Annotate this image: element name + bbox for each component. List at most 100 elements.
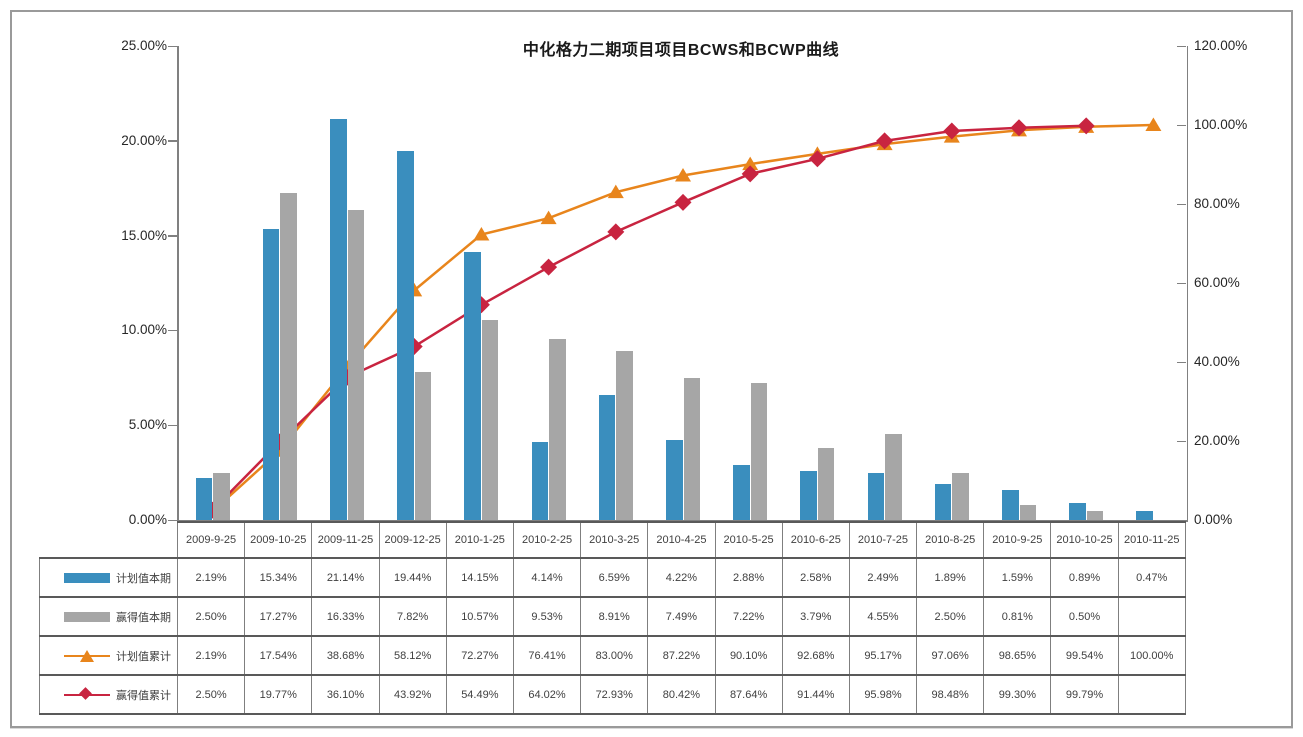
value-cell: 58.12% [378,635,447,676]
bar-earned-period [414,371,432,520]
value-cell: 10.57% [445,596,514,637]
value-cell [1117,596,1186,637]
left-axis-tick [168,519,177,521]
bar-earned-period [549,339,566,520]
chart-frame: 中化格力二期项目项目BCWS和BCWP曲线 0.00% 5.00% 10.00% 15… [10,10,1293,728]
value-cell: 2.19% [176,635,246,676]
value-cell: 87.22% [647,635,716,676]
value-cell: 2.50% [916,596,985,637]
right-axis-tick [1177,203,1186,205]
legend-label: 赢得值本期 [116,611,171,624]
bar-planned-period [733,465,750,520]
legend-planned-bar-swatch-icon [64,572,110,583]
value-cell: 6.59% [580,557,649,598]
value-cell: 36.10% [311,674,380,715]
value-cell: 64.02% [512,674,582,715]
date-header-cell: 2010-6-25 [781,521,850,559]
triangle-marker-icon [1145,117,1162,131]
table-row: 赢得值累计 2.50% 19.77% 36.10% 43.92% 54.49% 64.02%… [39,674,1186,715]
value-cell: 0.89% [1050,557,1119,598]
bar-earned-period [280,192,297,520]
date-header-cell: 2010-8-25 [916,521,985,559]
diamond-marker-icon [876,132,894,150]
legend-cell: 赢得值本期 [39,596,178,637]
value-cell: 92.68% [781,635,850,676]
date-header-cell: 2009-9-25 [176,521,246,559]
value-cell: 9.53% [512,596,582,637]
value-cell: 2.19% [176,557,246,598]
left-axis-tick [168,45,177,47]
value-cell: 4.55% [848,596,918,637]
value-cell: 17.27% [244,596,313,637]
bar-planned-period [464,251,481,520]
bar-planned-period [867,472,885,520]
value-cell: 0.47% [1117,557,1186,598]
value-cell [1117,674,1186,715]
date-header-cell: 2010-11-25 [1117,521,1186,559]
right-axis-tick [1177,282,1186,284]
legend-cell: 计划值累计 [39,635,178,676]
left-axis-tick-label: 5.00% [128,417,167,433]
bar-planned-period [598,395,616,520]
legend-earned-line-swatch-icon [64,686,110,702]
diamond-marker-icon [1010,119,1028,137]
date-header-cell: 2010-7-25 [848,521,918,559]
value-cell: 83.00% [580,635,649,676]
bar-earned-period [885,433,902,520]
value-cell: 43.92% [378,674,447,715]
diamond-marker-icon [674,193,692,211]
legend-planned-line-swatch-icon [64,649,110,663]
left-axis-tick [168,329,177,332]
value-cell: 4.22% [647,557,716,598]
table-row: 计划值累计 2.19% 17.54% 38.68% 58.12% 72.27% 76.41%… [39,635,1186,676]
value-cell: 17.54% [244,635,313,676]
left-axis-tick-label: 10.00% [121,322,167,338]
value-cell: 72.27% [445,635,514,676]
diamond-marker-icon [741,165,759,183]
bar-earned-period [481,319,499,520]
right-axis-tick [1177,361,1186,363]
value-cell: 95.98% [848,674,918,715]
bar-earned-period [616,351,633,520]
right-axis-tick-label: 60.00% [1194,275,1240,290]
value-cell: 95.17% [848,635,918,676]
value-cell: 1.89% [916,557,985,598]
date-header-cell: 2010-9-25 [983,521,1052,559]
bar-planned-period [262,229,280,520]
bar-earned-period [817,448,835,520]
bar-planned-period [195,478,213,520]
value-cell: 97.06% [916,635,985,676]
bar-earned-period [683,378,700,520]
date-header-cell: 2010-5-25 [714,521,783,559]
bar-planned-period [531,441,549,520]
value-cell: 98.48% [916,674,985,715]
data-table: 2009-9-25 2009-10-25 2009-11-25 2009-12-25 2… [39,521,1186,715]
diamond-marker-icon [79,686,92,700]
chart-title: 中化格力二期项目项目BCWS和BCWP曲线 [522,42,840,59]
left-axis-tick-label: 25.00% [121,38,167,53]
value-cell: 80.42% [647,674,716,715]
bar-planned-period [1069,503,1086,520]
date-header-cell: 2010-4-25 [647,521,716,559]
table-corner-cell [40,522,178,558]
diamond-marker-icon [1077,117,1095,135]
date-header-cell: 2009-11-25 [311,521,380,559]
bar-earned-period [750,383,768,520]
triangle-marker-icon [473,227,490,241]
bar-earned-period [1086,510,1104,520]
value-cell: 14.15% [445,557,514,598]
value-cell: 7.82% [378,596,447,637]
legend-label: 计划值本期 [116,572,171,585]
bar-earned-period [347,210,364,520]
right-axis-tick [1177,45,1186,47]
diamond-marker-icon [808,150,826,168]
left-axis-tick-label: 20.00% [121,132,167,148]
left-axis-tick [168,140,177,142]
legend-earned-bar-swatch-icon [64,611,110,622]
triangle-marker-icon [742,156,759,171]
value-cell: 91.44% [781,674,850,715]
value-cell: 2.50% [176,596,246,637]
date-header-cell: 2010-2-25 [512,521,582,559]
value-cell: 98.65% [983,635,1052,676]
